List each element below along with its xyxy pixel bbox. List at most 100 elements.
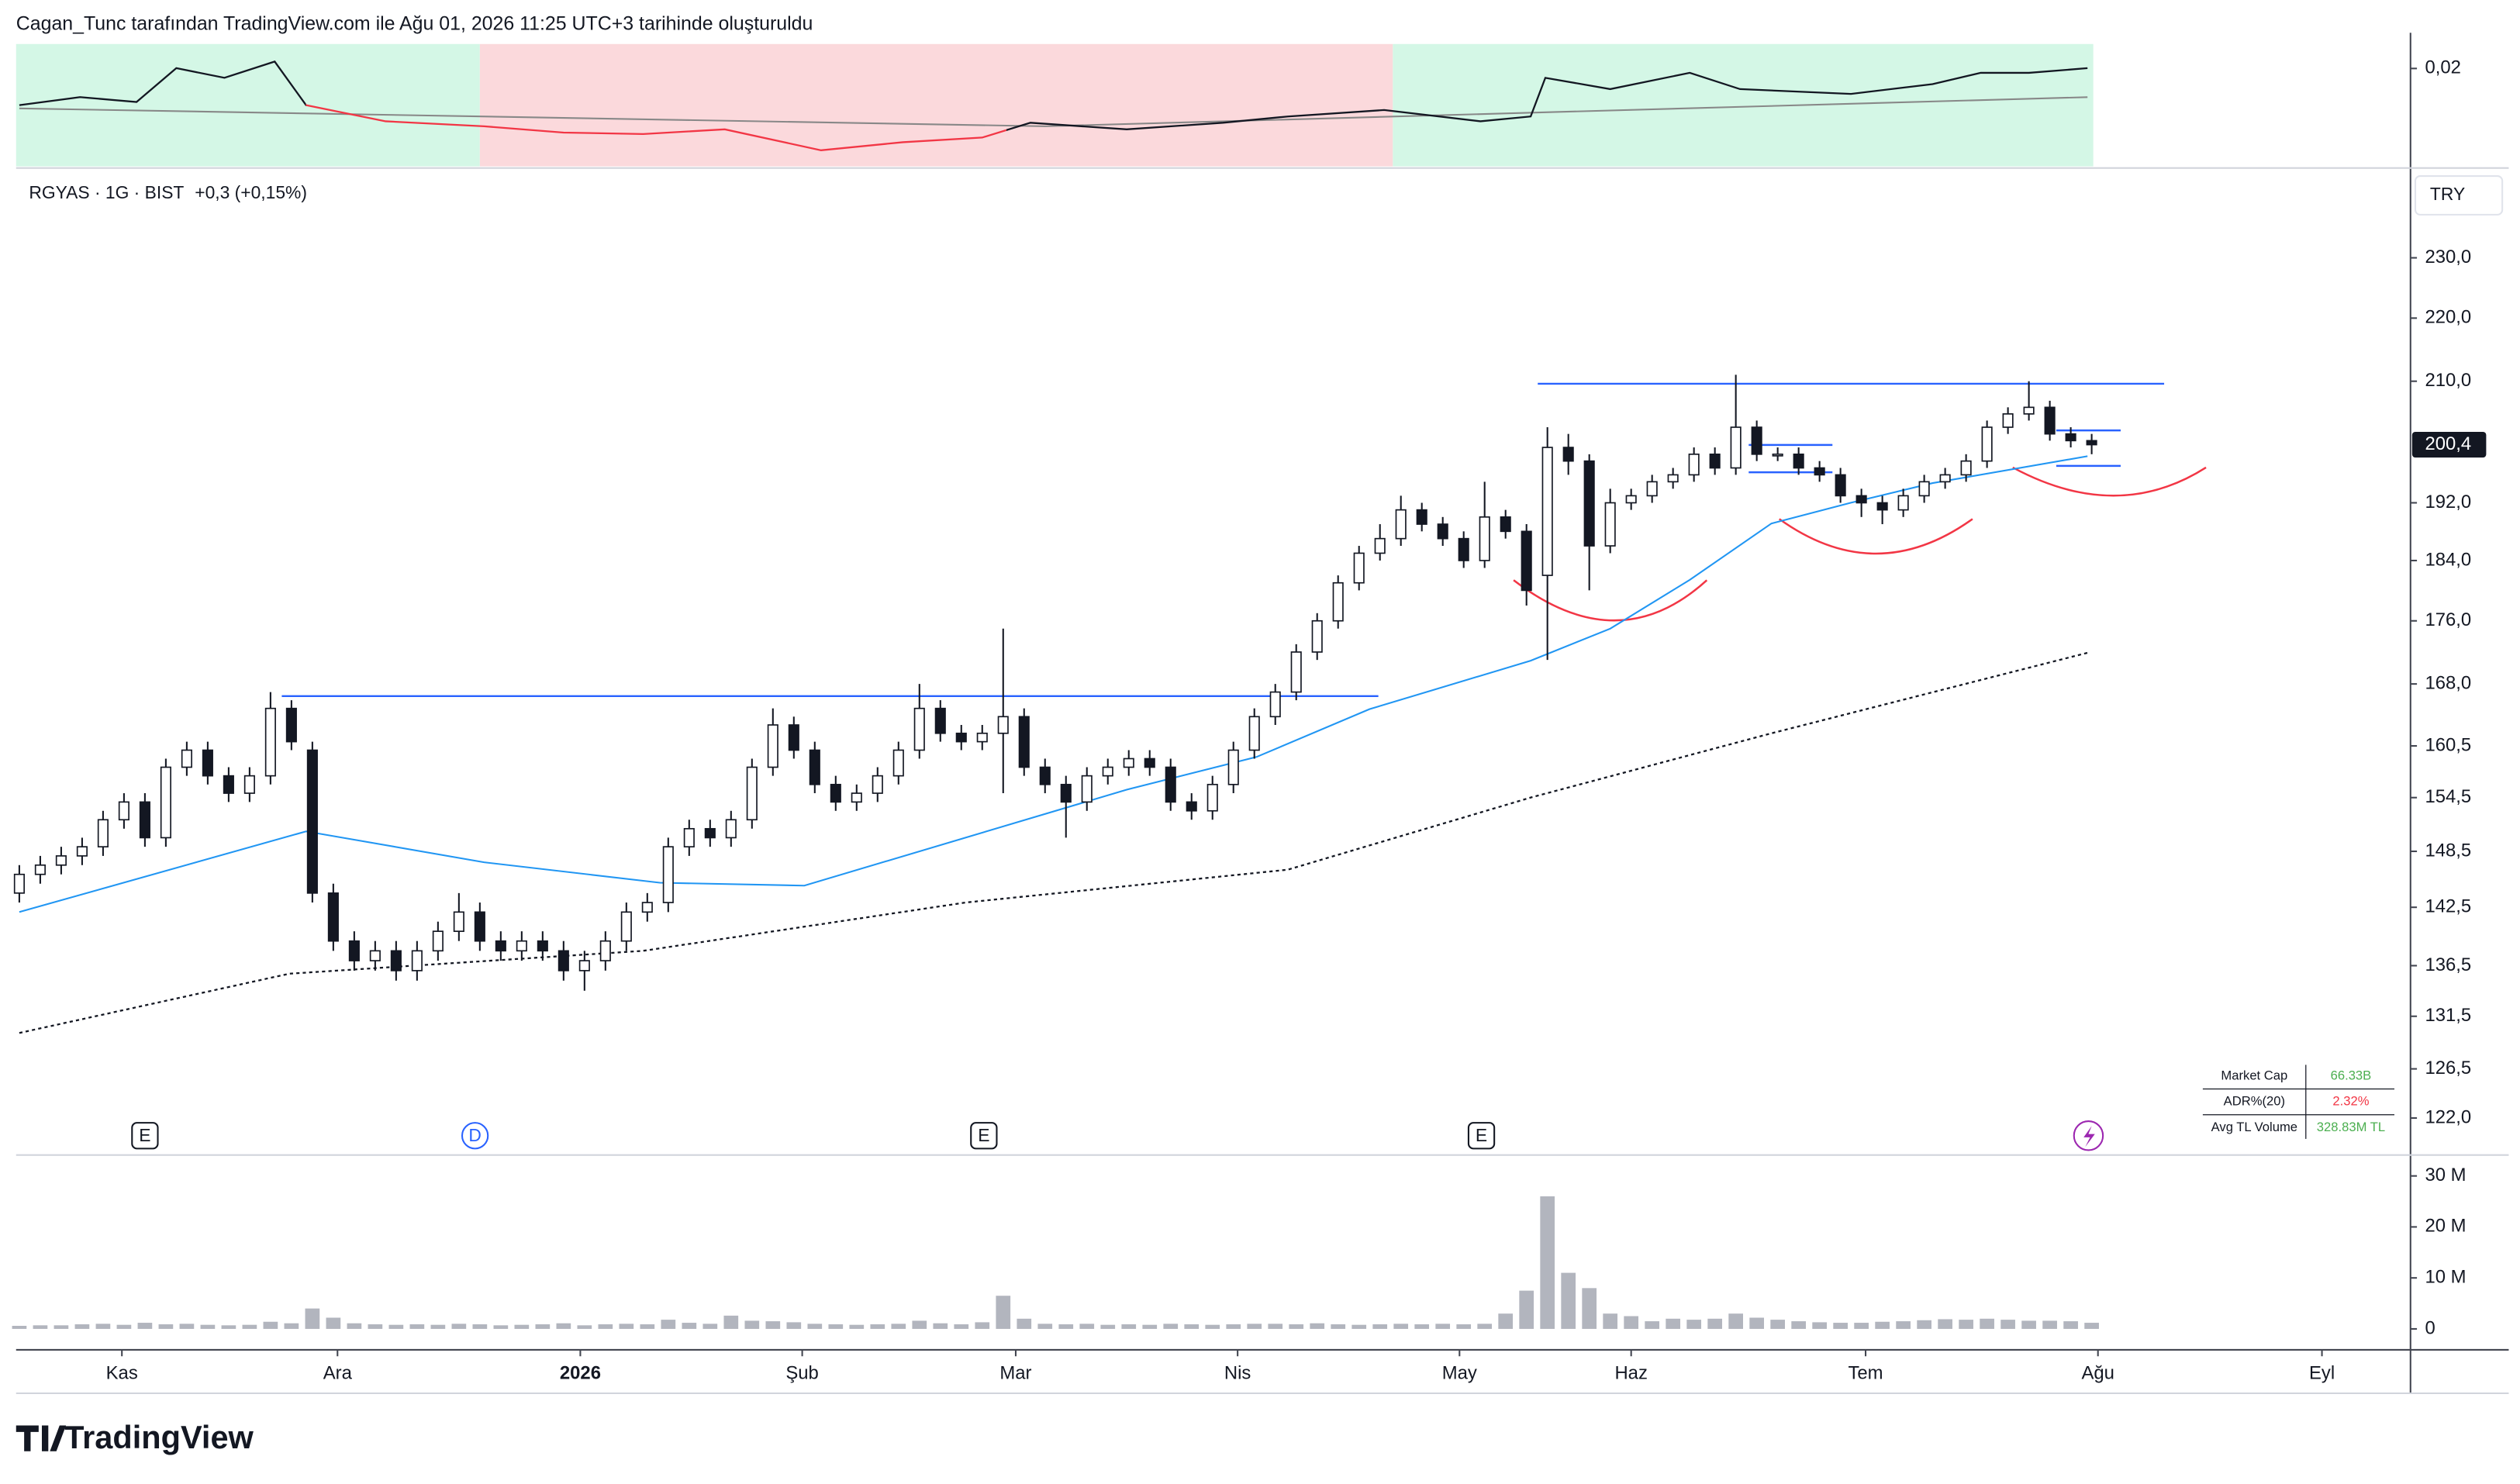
- volume-bar: [116, 1324, 132, 1329]
- y-tick-label: 176,0: [2425, 609, 2471, 630]
- candle-body: [390, 950, 402, 972]
- event-marker[interactable]: [970, 1122, 998, 1150]
- volume-bar: [514, 1324, 530, 1329]
- volume-bar: [933, 1323, 948, 1329]
- volume-bar: [33, 1325, 48, 1329]
- candle-body: [1479, 516, 1490, 561]
- candle-body: [97, 819, 109, 847]
- volume-bar: [1540, 1196, 1555, 1329]
- event-label: D: [468, 1125, 482, 1145]
- candle-body: [1855, 495, 1867, 504]
- volume-bar: [1519, 1290, 1534, 1329]
- candle-body: [683, 827, 695, 847]
- candle-body: [1269, 691, 1281, 718]
- candle-body: [830, 783, 841, 803]
- candle-body: [934, 707, 946, 734]
- volume-bar: [1498, 1313, 1514, 1329]
- candle-body: [1458, 537, 1469, 561]
- volume-bar: [74, 1324, 90, 1329]
- candle-body: [1960, 460, 1972, 476]
- candle-body: [2065, 433, 2076, 442]
- event-marker[interactable]: [131, 1122, 159, 1150]
- volume-bar: [305, 1308, 320, 1329]
- cup-arc: [1779, 518, 1973, 555]
- candle-body: [285, 707, 297, 743]
- volume-bar: [137, 1323, 153, 1329]
- currency-box[interactable]: [2414, 175, 2504, 216]
- volume-bar: [1666, 1318, 1681, 1329]
- volume-bar: [786, 1322, 802, 1329]
- candle-body: [892, 749, 904, 777]
- volume-bar: [1624, 1316, 1639, 1329]
- candle-body: [1081, 775, 1093, 803]
- volume-bar: [347, 1323, 362, 1329]
- event-label: E: [978, 1125, 989, 1145]
- volume-bar: [619, 1324, 634, 1329]
- candle-body: [1353, 552, 1365, 584]
- volume-bar: [1917, 1320, 1931, 1329]
- volume-bar: [284, 1323, 299, 1329]
- volume-bar: [1833, 1323, 1848, 1329]
- volume-bar: [891, 1324, 906, 1329]
- volume-bar: [95, 1324, 111, 1329]
- candle-body: [809, 749, 820, 785]
- event-marker[interactable]: [461, 1122, 489, 1150]
- candle-body: [1311, 619, 1323, 653]
- candle-body: [327, 892, 339, 942]
- candle-body: [1772, 454, 1783, 457]
- volume-bar: [263, 1321, 278, 1329]
- candle-body: [1730, 426, 1742, 469]
- symbol: RGYAS · 1G · BIST: [29, 182, 184, 202]
- candle-body: [1248, 716, 1260, 751]
- event-marker[interactable]: [1467, 1122, 1496, 1150]
- candle-body: [1186, 801, 1197, 812]
- volume-bar: [556, 1323, 571, 1329]
- candle-body: [139, 801, 150, 839]
- volume-bar: [912, 1320, 927, 1329]
- candle-body: [474, 911, 485, 942]
- volume-bar: [1226, 1324, 1241, 1329]
- x-tick-label: Haz: [1614, 1362, 1647, 1383]
- candle-body: [1793, 454, 1804, 469]
- volume-bar: [1561, 1272, 1576, 1329]
- candle-body: [2002, 413, 2014, 428]
- candle-body: [1541, 447, 1553, 576]
- volume-bar: [1959, 1320, 1973, 1329]
- candle-body: [348, 940, 360, 961]
- volume-bar: [1289, 1324, 1304, 1329]
- candle-body: [369, 950, 381, 961]
- candle-body: [1876, 502, 1888, 511]
- candle-body: [788, 724, 799, 751]
- volume-bar: [1728, 1313, 1744, 1329]
- candle-body: [55, 855, 67, 866]
- x-tick-label: May: [1442, 1362, 1477, 1383]
- indicator-tick-label: 0,02: [2425, 57, 2460, 78]
- volume-tick-label: 10 M: [2425, 1267, 2466, 1288]
- candle-body: [516, 940, 527, 952]
- volume-bar: [1686, 1320, 1702, 1329]
- y-tick-label: 168,0: [2425, 672, 2471, 693]
- candle-body: [1562, 447, 1574, 462]
- volume-tick-label: 30 M: [2425, 1165, 2466, 1185]
- y-tick-label: 154,5: [2425, 786, 2471, 807]
- candle-body: [243, 775, 255, 794]
- candle-body: [1688, 454, 1700, 476]
- table-label: Market Cap: [2221, 1068, 2287, 1082]
- y-tick-label: 230,0: [2425, 247, 2471, 267]
- volume-bar: [828, 1324, 844, 1329]
- volume-bar: [807, 1324, 823, 1329]
- candle-body: [558, 950, 569, 972]
- volume-bar: [1393, 1324, 1409, 1329]
- volume-bar: [577, 1325, 592, 1329]
- table-label: ADR%(20): [2224, 1094, 2285, 1109]
- candle-body: [1939, 474, 1951, 483]
- volume-bar: [1310, 1323, 1325, 1329]
- candle-body: [1814, 467, 1825, 476]
- candle-body: [1709, 454, 1721, 469]
- moving-average: [19, 651, 2088, 1034]
- candle-body: [1918, 481, 1930, 497]
- y-tick-label: 126,5: [2425, 1058, 2471, 1078]
- volume-bar: [1812, 1322, 1827, 1329]
- cup-arc: [1513, 579, 1708, 622]
